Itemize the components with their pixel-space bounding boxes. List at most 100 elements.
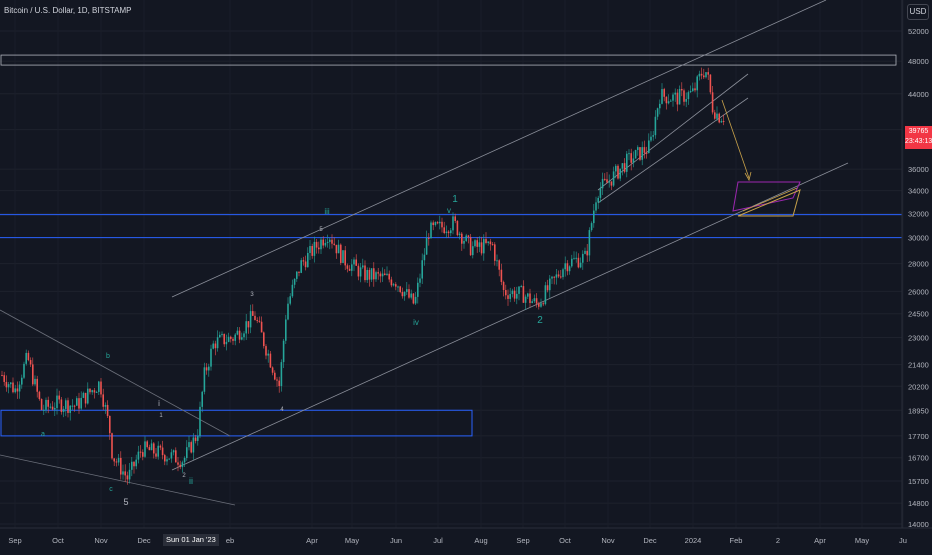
candle-body <box>716 113 718 119</box>
candle-body <box>271 367 274 373</box>
candle-body <box>58 395 60 400</box>
candle-body <box>454 216 456 221</box>
candle-body <box>236 330 239 335</box>
candle-body <box>447 231 450 234</box>
candle-body <box>296 271 298 279</box>
currency-button[interactable]: USD <box>907 4 929 20</box>
candle-body <box>205 367 208 371</box>
candle-body <box>54 408 56 410</box>
grid-lines <box>0 30 902 525</box>
candle-body <box>388 273 390 280</box>
candle-body <box>153 443 155 454</box>
candle-body <box>720 121 723 123</box>
candle-body <box>709 74 712 93</box>
candle-body <box>403 291 406 297</box>
candle-body <box>87 388 89 404</box>
last-price-value: 39765 <box>908 128 929 135</box>
candle-body <box>469 237 472 256</box>
candle-body <box>381 273 384 277</box>
candle-body <box>516 293 518 299</box>
wave-label: 5 <box>319 227 323 233</box>
wave-label: ii <box>189 476 193 486</box>
time-tick-label: Dec <box>137 536 151 545</box>
candle-body <box>511 290 514 295</box>
candle-body <box>311 246 313 256</box>
candle-body <box>98 381 100 392</box>
demand-zone <box>0 409 473 437</box>
candle-body <box>659 103 661 109</box>
candle-body <box>335 244 338 254</box>
candle-body <box>500 269 503 282</box>
price-tick-label: 34000 <box>908 187 929 196</box>
drawings <box>0 0 902 506</box>
candle-body <box>155 453 157 457</box>
candle-body <box>219 334 221 338</box>
candle-body <box>159 445 162 448</box>
price-tick-label: 23000 <box>908 333 929 342</box>
candle-body <box>260 321 263 333</box>
wave-label: 1 <box>452 194 458 205</box>
price-tick-label: 48000 <box>908 57 929 66</box>
candle-body <box>276 379 278 381</box>
candle-body <box>656 108 659 117</box>
candle-body <box>639 147 641 160</box>
candle-body <box>630 153 632 163</box>
candle-body <box>450 230 452 234</box>
candle-body <box>128 469 131 480</box>
candle-body <box>252 311 254 316</box>
candle-body <box>395 284 397 287</box>
candle-body <box>428 237 430 239</box>
crosshair-date-tag: Sun 01 Jan '23 <box>163 534 219 546</box>
candle-body <box>82 392 85 398</box>
candle-body <box>225 341 228 345</box>
candle-body <box>654 116 657 136</box>
candle-body <box>69 405 71 413</box>
candle-body <box>674 92 676 95</box>
candle-body <box>577 257 580 268</box>
candle-body <box>610 181 613 186</box>
candle-body <box>186 447 188 458</box>
price-tick-label: 52000 <box>908 27 929 36</box>
candle-body <box>665 96 668 104</box>
candle-body <box>51 406 54 410</box>
candle-body <box>313 241 316 256</box>
candle-body <box>256 320 258 322</box>
candle-body <box>452 216 454 231</box>
candle-body <box>373 268 375 280</box>
price-tick-label: 30000 <box>908 234 929 243</box>
candle-body <box>309 246 311 253</box>
candle-body <box>689 90 692 93</box>
candle-body <box>692 88 694 91</box>
candle-body <box>678 88 681 105</box>
candle-body <box>199 406 201 437</box>
arrow-head-icon <box>744 171 752 182</box>
candle-body <box>461 233 463 244</box>
candle-body <box>566 263 569 272</box>
candle-body <box>139 451 142 453</box>
candle-body <box>326 241 329 243</box>
candle-body <box>368 269 371 280</box>
candle-body <box>480 242 483 254</box>
candle-body <box>608 181 610 183</box>
candle-body <box>232 338 234 341</box>
candle-body <box>254 315 256 321</box>
wave-label: 3 <box>250 292 254 298</box>
candle-body <box>652 135 654 137</box>
price-tick-label: 17700 <box>908 432 929 441</box>
candle-body <box>117 457 120 463</box>
candle-body <box>562 269 564 278</box>
candle-body <box>489 241 492 245</box>
time-tick-label: Oct <box>559 536 572 545</box>
candle-body <box>676 92 679 105</box>
candle-body <box>287 303 289 320</box>
price-tick-label: 15700 <box>908 477 929 486</box>
candle-body <box>188 442 190 448</box>
wave-label: v <box>447 206 451 215</box>
candle-body <box>124 471 126 476</box>
candle-body <box>62 408 65 412</box>
target-wedge <box>742 187 798 212</box>
candle-body <box>76 398 78 406</box>
symbol-title: Bitcoin / U.S. Dollar, 1D, BITSTAMP <box>4 6 132 15</box>
